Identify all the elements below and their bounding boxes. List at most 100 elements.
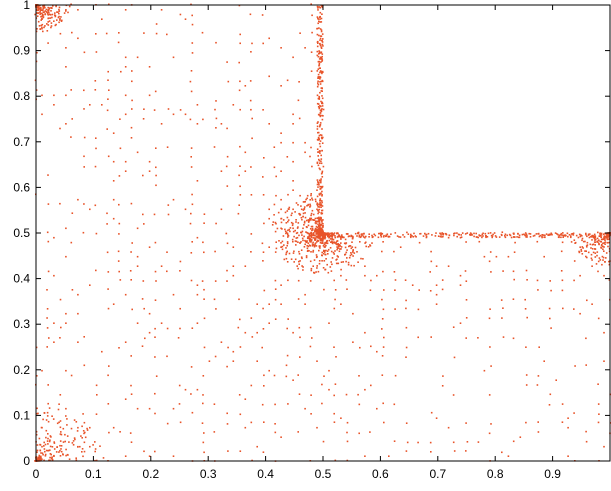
mesh-node-point — [273, 221, 275, 223]
mesh-node-point — [197, 104, 199, 106]
mesh-node-point — [317, 155, 319, 157]
mesh-node-point — [404, 236, 406, 238]
mesh-node-point — [341, 246, 343, 248]
mesh-node-point — [339, 248, 341, 250]
mesh-node-point — [376, 408, 378, 410]
mesh-node-point — [530, 236, 532, 238]
mesh-node-point — [44, 25, 46, 27]
mesh-node-point — [501, 452, 503, 454]
mesh-node-point — [481, 237, 483, 239]
mesh-node-point — [315, 271, 317, 273]
mesh-node-point — [48, 421, 50, 423]
mesh-node-point — [603, 250, 605, 252]
mesh-node-point — [303, 236, 305, 238]
mesh-node-point — [95, 80, 97, 82]
mesh-node-point — [197, 237, 199, 239]
mesh-node-point — [325, 258, 327, 260]
mesh-node-point — [345, 261, 347, 263]
mesh-node-point — [173, 294, 175, 296]
mesh-node-point — [460, 275, 462, 277]
mesh-node-point — [310, 193, 312, 195]
mesh-node-point — [607, 246, 609, 248]
mesh-node-point — [319, 223, 321, 225]
mesh-node-point — [286, 245, 288, 247]
mesh-node-point — [603, 257, 605, 259]
mesh-node-point — [73, 444, 75, 446]
mesh-node-point — [334, 299, 336, 301]
mesh-node-point — [431, 234, 433, 236]
mesh-node-point — [519, 235, 521, 237]
mesh-node-point — [41, 27, 43, 29]
mesh-node-point — [591, 259, 593, 261]
mesh-node-point — [58, 422, 60, 424]
mesh-node-point — [321, 115, 323, 117]
mesh-node-point — [262, 308, 264, 310]
mesh-node-point — [275, 288, 277, 290]
mesh-node-point — [264, 290, 266, 292]
mesh-node-point — [317, 81, 319, 83]
mesh-node-point — [286, 365, 288, 367]
x-tick-label: 0.5 — [315, 467, 332, 481]
mesh-node-point — [155, 185, 157, 187]
mesh-node-point — [83, 156, 85, 158]
mesh-node-point — [295, 240, 297, 242]
mesh-node-point — [250, 251, 252, 253]
mesh-node-point — [573, 412, 575, 414]
mesh-node-point — [215, 100, 217, 102]
mesh-node-point — [95, 137, 97, 139]
mesh-node-point — [333, 413, 335, 415]
mesh-node-point — [368, 233, 370, 235]
mesh-node-point — [77, 38, 79, 40]
mesh-node-point — [312, 265, 314, 267]
mesh-node-point — [41, 446, 43, 448]
mesh-node-point — [599, 257, 601, 259]
mesh-node-point — [511, 237, 513, 239]
mesh-node-point — [490, 271, 492, 273]
mesh-node-point — [316, 233, 318, 235]
mesh-node-point — [41, 458, 43, 460]
mesh-node-point — [321, 29, 323, 31]
mesh-node-point — [478, 234, 480, 236]
mesh-node-point — [45, 10, 47, 12]
mesh-node-point — [567, 233, 569, 235]
mesh-node-point — [47, 42, 49, 44]
mesh-node-point — [308, 246, 310, 248]
mesh-node-point — [320, 52, 322, 54]
mesh-node-point — [239, 34, 241, 36]
mesh-node-point — [63, 441, 65, 443]
mesh-node-point — [77, 294, 79, 296]
mesh-node-point — [155, 280, 157, 282]
mesh-node-point — [275, 432, 277, 434]
mesh-node-point — [334, 308, 336, 310]
mesh-node-point — [321, 35, 323, 37]
mesh-node-point — [323, 253, 325, 255]
mesh-node-point — [591, 265, 593, 267]
mesh-node-point — [321, 260, 323, 262]
mesh-node-point — [274, 375, 276, 377]
mesh-node-point — [317, 132, 319, 134]
mesh-node-point — [499, 236, 501, 238]
mesh-node-point — [154, 336, 156, 338]
mesh-node-point — [516, 236, 518, 238]
mesh-node-point — [321, 255, 323, 257]
mesh-node-point — [436, 265, 438, 267]
mesh-node-point — [53, 237, 55, 239]
mesh-node-point — [330, 247, 332, 249]
mesh-node-point — [336, 249, 338, 251]
mesh-node-point — [382, 271, 384, 273]
mesh-node-point — [593, 236, 595, 238]
mesh-node-point — [95, 205, 97, 207]
mesh-node-point — [382, 241, 384, 243]
mesh-node-point — [42, 454, 44, 456]
mesh-node-point — [297, 237, 299, 239]
mesh-node-point — [320, 101, 322, 103]
mesh-node-point — [537, 421, 539, 423]
mesh-node-point — [597, 238, 599, 240]
mesh-node-point — [84, 451, 86, 453]
mesh-node-point — [185, 114, 187, 116]
mesh-node-point — [319, 150, 321, 152]
mesh-node-point — [251, 422, 253, 424]
mesh-node-point — [107, 98, 109, 100]
mesh-node-point — [308, 220, 310, 222]
mesh-node-point — [299, 32, 301, 34]
